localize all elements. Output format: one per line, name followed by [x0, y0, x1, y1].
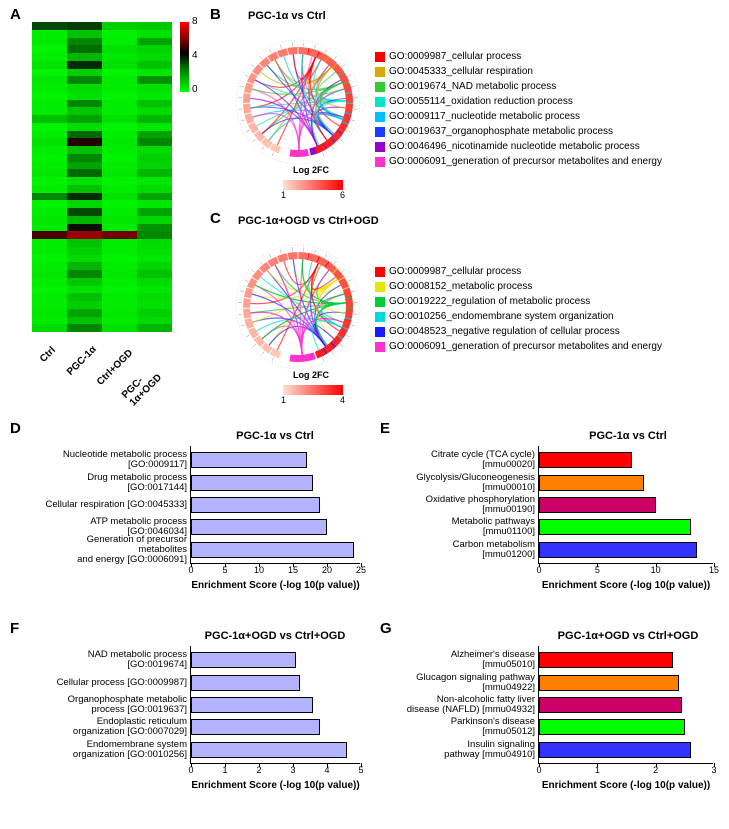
heatmap-col-ctrl: Ctrl: [38, 345, 58, 365]
panel-label-d: D: [10, 420, 21, 437]
chord-c-svg: [228, 227, 368, 382]
panel-label-b: B: [210, 6, 221, 23]
chord-b-svg: [228, 22, 368, 177]
chord-b-log2fc-gradient: [283, 180, 343, 190]
panel-label-c: C: [210, 210, 221, 227]
heatmap-colorbar: [180, 22, 189, 92]
heatmap: [32, 22, 172, 332]
chord-c-legend: GO:0009987_cellular processGO:0008152_me…: [375, 265, 662, 355]
chord-b: PGC-1α vs Ctrl Log 2FC 1 6: [228, 10, 368, 177]
barchart-d: PGC-1α vs CtrlNucleotide metabolic proce…: [30, 430, 360, 564]
heatmap-col-ctrlogd: Ctrl+OGD: [95, 348, 135, 388]
chord-c-log2fc-gradient: [283, 385, 343, 395]
panel-label-f: F: [10, 620, 19, 637]
chord-b-title: PGC-1α vs Ctrl: [248, 10, 368, 22]
colorbar-tick-0: 0: [192, 84, 198, 95]
colorbar-tick-4: 4: [192, 50, 198, 61]
barchart-e: PGC-1α vs CtrlCitrate cycle (TCA cycle)[…: [398, 430, 718, 564]
chord-b-log2fc-max: 6: [340, 190, 345, 200]
chord-c-log2fc-max: 4: [340, 395, 345, 405]
panel-label-g: G: [380, 620, 392, 637]
heatmap-col-pgc1a: PGC-1α: [65, 344, 99, 378]
heatmap-column-labels: Ctrl PGC-1α Ctrl+OGD PGC-1α+OGD: [20, 335, 180, 390]
chord-b-log2fc-label: Log 2FC: [293, 165, 329, 175]
chord-c: PGC-1α+OGD vs Ctrl+OGD Log 2FC 1 4: [228, 215, 379, 382]
barchart-g: PGC-1α+OGD vs Ctrl+OGDAlzheimer's diseas…: [398, 630, 718, 764]
panel-label-e: E: [380, 420, 390, 437]
chord-c-log2fc-label: Log 2FC: [293, 370, 329, 380]
chord-b-log2fc-min: 1: [281, 190, 286, 200]
barchart-f: PGC-1α+OGD vs Ctrl+OGDNAD metabolic proc…: [30, 630, 360, 764]
colorbar-tick-8: 8: [192, 16, 198, 27]
panel-label-a: A: [10, 6, 21, 23]
chord-b-legend: GO:0009987_cellular processGO:0045333_ce…: [375, 50, 662, 170]
chord-c-log2fc-min: 1: [281, 395, 286, 405]
chord-c-title: PGC-1α+OGD vs Ctrl+OGD: [238, 215, 379, 227]
